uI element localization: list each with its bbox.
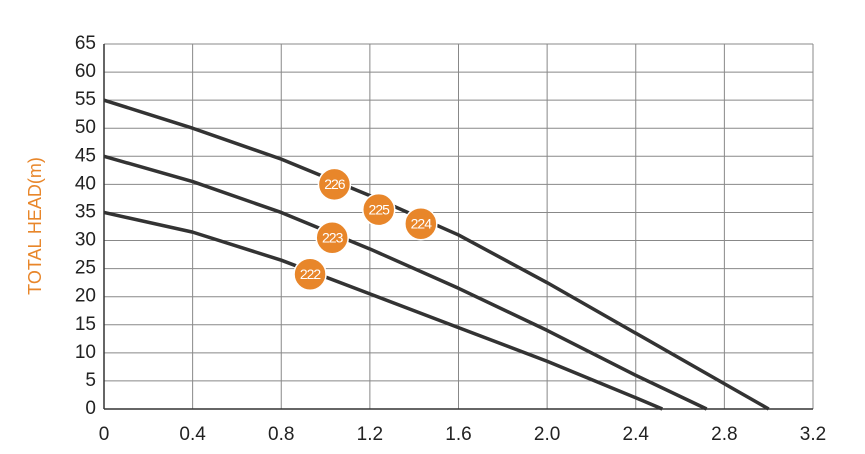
y-tick-label: 10 [75,342,96,363]
y-tick-label: 55 [75,89,96,110]
x-tick-label: 2.0 [534,424,560,445]
x-tick-label: 0 [99,424,110,445]
model-badge [315,220,349,255]
model-badge [361,192,396,227]
x-tick-label: 3.2 [800,424,826,445]
model-label: 225 [369,201,391,217]
y-tick-label: 15 [75,314,96,335]
y-tick-label: 35 [75,201,96,222]
y-tick-label: 25 [75,258,96,279]
x-tick-label: 0.4 [179,424,206,445]
model-label: 223 [322,229,344,245]
y-tick-label: 30 [75,230,96,251]
y-tick-label: 45 [75,145,96,166]
y-axis-label: TOTAL HEAD(m) [25,157,45,295]
model-badge [404,206,438,241]
y-tick-label: 65 [75,33,96,54]
curve [103,210,664,411]
x-tick-label: 1.6 [445,424,471,445]
y-tick-label: 5 [85,370,96,391]
model-label: 224 [411,215,433,231]
y-tick-label: 40 [75,173,96,194]
model-label: 226 [324,176,346,192]
x-tick-label: 2.8 [711,424,737,445]
y-tick-label: 60 [75,61,96,82]
model-badge [293,257,327,291]
y-tick-label: 50 [75,117,96,138]
model-badge [317,167,352,202]
y-tick-label: 20 [75,286,96,307]
curve [103,154,708,411]
x-tick-label: 1.2 [357,424,383,445]
x-tick-label: 0.8 [268,424,294,445]
y-tick-label: 0 [85,398,96,419]
x-tick-label: 2.4 [623,424,650,445]
model-label: 222 [300,266,322,282]
curve [103,98,770,411]
